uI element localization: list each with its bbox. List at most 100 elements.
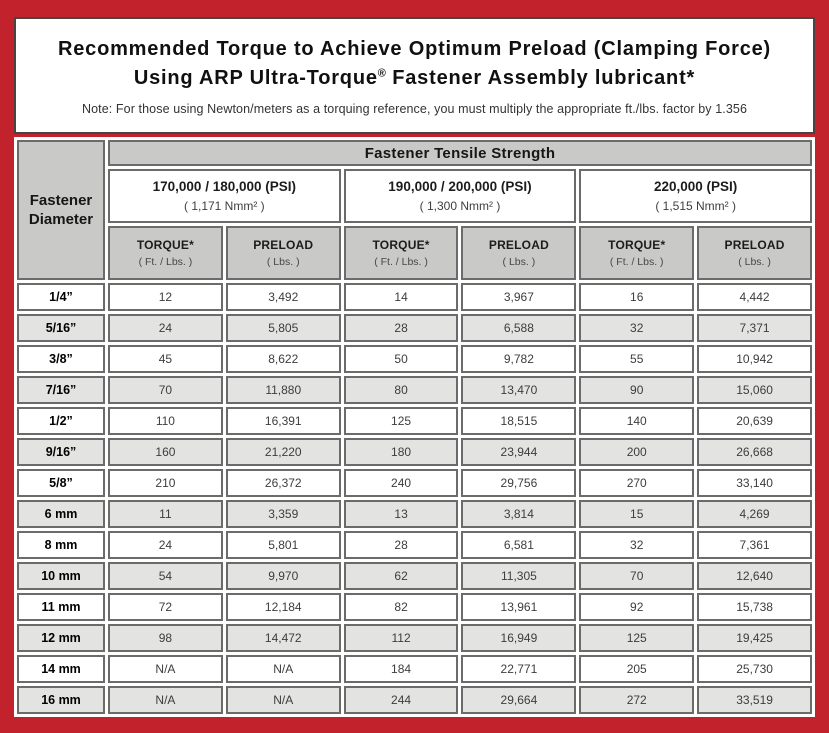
- fastener-diameter-cell: 1/4”: [17, 283, 105, 311]
- torque-value-cell: 210: [108, 469, 223, 497]
- preload-value-cell: 8,622: [225, 345, 341, 373]
- preload-value-cell: 9,970: [225, 562, 341, 590]
- nmm-label: ( 1,300 Nmm² ): [419, 199, 501, 213]
- header-row-torque-preload: TORQUE* ( Ft. / Lbs. ) PRELOAD ( Lbs. ) …: [17, 226, 812, 280]
- psi-label: 220,000 (PSI): [654, 179, 738, 194]
- nmm-label: ( 1,515 Nmm² ): [655, 199, 736, 213]
- title-panel: Recommended Torque to Achieve Optimum Pr…: [14, 17, 815, 134]
- table-body: 1/4” 12 3,492 14 3,967 16 4,442 5/16” 24 5,805 28 6…: [17, 283, 812, 714]
- torque-value-cell: 272: [579, 686, 695, 714]
- fastener-diameter-cell: 7/16”: [17, 376, 105, 404]
- table-row: 5/8” 210 26,372 240 29,756 270 33,140: [17, 469, 812, 497]
- torque-value-cell: 16: [579, 283, 695, 311]
- torque-value-cell: 14: [343, 283, 459, 311]
- torque-value-cell: N/A: [108, 655, 223, 683]
- table-row: 1/4” 12 3,492 14 3,967 16 4,442: [17, 283, 812, 311]
- torque-value-cell: 200: [579, 438, 695, 466]
- preload-label: PRELOAD: [253, 238, 314, 252]
- preload-value-cell: 22,771: [461, 655, 577, 683]
- preload-value-cell: 33,519: [697, 686, 812, 714]
- fastener-diameter-cell: 16 mm: [17, 686, 105, 714]
- preload-value-cell: 19,425: [697, 624, 812, 652]
- nmm-label: ( 1,171 Nmm² ): [183, 199, 265, 213]
- torque-value-cell: 45: [108, 345, 223, 373]
- torque-value-cell: 62: [343, 562, 459, 590]
- header-row-psi-groups: 170,000 / 180,000 (PSI) ( 1,171 Nmm² ) 1…: [17, 169, 812, 223]
- table-row: 1/2” 110 16,391 125 18,515 140 20,639: [17, 407, 812, 435]
- preload-value-cell: 25,730: [697, 655, 812, 683]
- table-row: 16 mm N/A N/A 244 29,664 272 33,519: [17, 686, 812, 714]
- torque-value-cell: 28: [343, 314, 459, 342]
- torque-value-cell: 28: [343, 531, 459, 559]
- table-row: 5/16” 24 5,805 28 6,588 32 7,371: [17, 314, 812, 342]
- preload-value-cell: 7,371: [697, 314, 812, 342]
- torque-column-header: TORQUE* ( Ft. / Lbs. ): [108, 226, 223, 280]
- torque-preload-table: Fastener Diameter Fastener Tensile Stren…: [14, 137, 815, 717]
- preload-column-header: PRELOAD ( Lbs. ): [225, 226, 341, 280]
- registered-trademark-symbol: ®: [377, 67, 386, 80]
- torque-value-cell: 13: [343, 500, 459, 528]
- fastener-diameter-cell: 5/8”: [17, 469, 105, 497]
- torque-value-cell: 110: [108, 407, 223, 435]
- preload-unit: ( Lbs. ): [738, 256, 771, 268]
- tensile-strength-header: Fastener Tensile Strength: [108, 140, 812, 166]
- preload-value-cell: 12,640: [697, 562, 812, 590]
- fastener-diameter-cell: 10 mm: [17, 562, 105, 590]
- preload-column-header: PRELOAD ( Lbs. ): [697, 226, 812, 280]
- preload-value-cell: 15,060: [697, 376, 812, 404]
- torque-value-cell: 12: [108, 283, 223, 311]
- torque-unit: ( Ft. / Lbs. ): [374, 256, 428, 268]
- preload-value-cell: 21,220: [225, 438, 341, 466]
- fastener-diameter-header-line1: Fastener: [29, 191, 93, 209]
- fastener-diameter-header-line2: Diameter: [28, 211, 94, 228]
- torque-value-cell: 180: [343, 438, 459, 466]
- torque-value-cell: N/A: [108, 686, 223, 714]
- fastener-diameter-cell: 3/8”: [17, 345, 105, 373]
- preload-unit: ( Lbs. ): [502, 256, 536, 268]
- torque-value-cell: 32: [579, 314, 695, 342]
- torque-spec-sheet: Recommended Torque to Achieve Optimum Pr…: [14, 17, 815, 717]
- torque-value-cell: 32: [579, 531, 695, 559]
- torque-value-cell: 90: [579, 376, 695, 404]
- torque-unit: ( Ft. / Lbs. ): [609, 256, 664, 268]
- psi-label: 170,000 / 180,000 (PSI): [152, 179, 296, 194]
- preload-value-cell: 26,668: [697, 438, 812, 466]
- preload-value-cell: 6,581: [461, 531, 577, 559]
- torque-value-cell: 11: [108, 500, 223, 528]
- psi-group-220: 220,000 (PSI) ( 1,515 Nmm² ): [579, 169, 812, 223]
- table-row: 11 mm 72 12,184 82 13,961 92 15,738: [17, 593, 812, 621]
- table-header: Fastener Diameter Fastener Tensile Stren…: [17, 140, 812, 280]
- torque-value-cell: 205: [579, 655, 695, 683]
- preload-value-cell: 3,492: [225, 283, 341, 311]
- preload-value-cell: 13,961: [461, 593, 577, 621]
- fastener-diameter-cell: 6 mm: [17, 500, 105, 528]
- torque-value-cell: 160: [108, 438, 223, 466]
- torque-label: TORQUE*: [608, 238, 666, 252]
- preload-value-cell: 15,738: [697, 593, 812, 621]
- torque-value-cell: 70: [579, 562, 695, 590]
- torque-value-cell: 82: [343, 593, 459, 621]
- torque-value-cell: 125: [343, 407, 459, 435]
- table-row: 10 mm 54 9,970 62 11,305 70 12,640: [17, 562, 812, 590]
- fastener-diameter-cell: 9/16”: [17, 438, 105, 466]
- preload-value-cell: N/A: [225, 686, 341, 714]
- title-line-2-text: Using ARP Ultra-Torque: [133, 67, 378, 89]
- torque-label: TORQUE*: [136, 238, 194, 252]
- preload-value-cell: 11,880: [225, 376, 341, 404]
- fastener-diameter-header: Fastener Diameter: [17, 140, 105, 280]
- header-row-tensile: Fastener Diameter Fastener Tensile Stren…: [17, 140, 812, 280]
- torque-column-header: TORQUE* ( Ft. / Lbs. ): [579, 226, 695, 280]
- torque-value-cell: 140: [579, 407, 695, 435]
- torque-label: TORQUE*: [372, 238, 430, 252]
- fastener-diameter-cell: 8 mm: [17, 531, 105, 559]
- torque-value-cell: 244: [343, 686, 459, 714]
- title-line-2-text-cont: Fastener Assembly lubricant*: [385, 67, 696, 89]
- fastener-diameter-cell: 11 mm: [17, 593, 105, 621]
- preload-column-header: PRELOAD ( Lbs. ): [461, 226, 577, 280]
- preload-value-cell: 16,949: [461, 624, 577, 652]
- table-row: 8 mm 24 5,801 28 6,581 32 7,361: [17, 531, 812, 559]
- preload-value-cell: 9,782: [461, 345, 577, 373]
- torque-value-cell: 54: [108, 562, 223, 590]
- preload-value-cell: 20,639: [697, 407, 812, 435]
- preload-value-cell: 29,664: [461, 686, 577, 714]
